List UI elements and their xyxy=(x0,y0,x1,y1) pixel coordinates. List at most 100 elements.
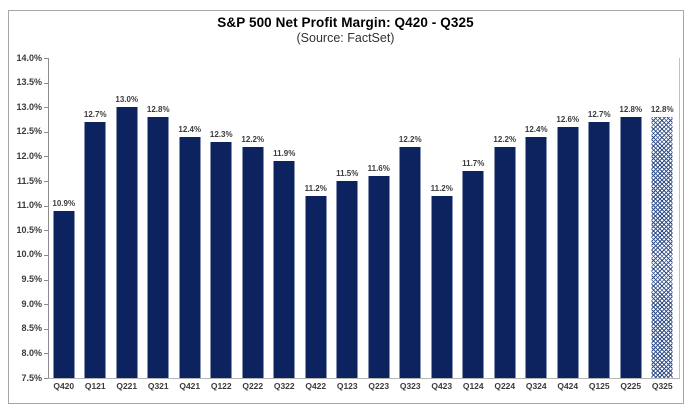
bar-q123 xyxy=(336,181,358,378)
bar-slot-q325: 12.8% xyxy=(647,58,679,378)
bar-q424 xyxy=(557,127,579,378)
x-tick-label-q123: Q123 xyxy=(336,381,358,391)
x-tick-label-q221: Q221 xyxy=(116,381,138,391)
bar-q420 xyxy=(53,211,75,378)
bar-value-label: 12.7% xyxy=(83,110,107,119)
y-tick-mark xyxy=(44,304,48,306)
y-tick-mark xyxy=(44,82,48,84)
y-tick-label: 14.0% xyxy=(16,52,42,63)
chart-title: S&P 500 Net Profit Margin: Q420 - Q325 xyxy=(217,15,474,30)
bar-slot-q323: 12.2% xyxy=(395,58,427,378)
bar-slot-q424: 12.6% xyxy=(552,58,584,378)
bar-value-label: 12.4% xyxy=(524,125,548,134)
bar-slot-q225: 12.8% xyxy=(615,58,647,378)
bar-q121 xyxy=(84,122,106,378)
bar-q322 xyxy=(273,161,295,378)
y-tick-mark xyxy=(44,156,48,158)
y-tick-label: 13.5% xyxy=(16,77,42,88)
bar-slot-q321: 12.8% xyxy=(143,58,175,378)
bar-value-label: 12.2% xyxy=(398,135,422,144)
bar-value-label: 12.2% xyxy=(241,135,265,144)
x-tick-label-q122: Q122 xyxy=(210,381,232,391)
bar-value-label: 12.8% xyxy=(146,105,170,114)
plot-area xyxy=(48,58,680,379)
y-tick-mark xyxy=(44,353,48,355)
bar-q124 xyxy=(462,171,484,378)
x-tick-label-q325: Q325 xyxy=(651,381,673,391)
bar-q422 xyxy=(305,196,327,378)
bar-value-label: 11.7% xyxy=(462,159,485,168)
bar-slot-q121: 12.7% xyxy=(80,58,112,378)
y-tick-label: 12.5% xyxy=(16,126,42,137)
bar-q421 xyxy=(179,137,201,378)
y-tick-label: 9.5% xyxy=(21,274,42,285)
y-tick-label: 11.0% xyxy=(16,200,42,211)
bar-value-label: 13.0% xyxy=(115,95,139,104)
y-tick-label: 9.0% xyxy=(21,298,42,309)
x-tick-label-q125: Q125 xyxy=(588,381,610,391)
bar-series: 10.9% 12.7% 13.0% 12.8% 12.4% 12.3% 12.2% 11.9%… xyxy=(48,58,678,378)
y-tick-mark xyxy=(44,254,48,256)
bar-slot-q124: 11.7% xyxy=(458,58,490,378)
x-tick-label-q222: Q222 xyxy=(242,381,264,391)
bar-q122 xyxy=(210,142,232,378)
y-tick-mark xyxy=(44,58,48,59)
bar-value-label: 12.3% xyxy=(209,130,233,139)
x-tick-label-q424: Q424 xyxy=(557,381,579,391)
bar-value-label: 12.8% xyxy=(619,105,643,114)
bar-value-label: 11.5% xyxy=(336,169,359,178)
bar-slot-q224: 12.2% xyxy=(489,58,521,378)
x-tick-label-q322: Q322 xyxy=(273,381,295,391)
y-tick-mark xyxy=(44,230,48,232)
bar-slot-q123: 11.5% xyxy=(332,58,364,378)
bar-estimate-q325 xyxy=(651,117,673,378)
y-tick-label: 11.5% xyxy=(16,175,42,186)
x-tick-label-q321: Q321 xyxy=(147,381,169,391)
bar-value-label: 12.7% xyxy=(587,110,611,119)
chart-subtitle: (Source: FactSet) xyxy=(296,31,395,45)
bar-value-label: 12.2% xyxy=(493,135,517,144)
y-tick-mark xyxy=(44,279,48,281)
y-tick-mark xyxy=(44,378,48,379)
bar-slot-q222: 12.2% xyxy=(237,58,269,378)
bar-q323 xyxy=(399,147,421,378)
y-tick-label: 8.5% xyxy=(21,323,42,334)
bar-q125 xyxy=(588,122,610,378)
bar-slot-q421: 12.4% xyxy=(174,58,206,378)
x-tick-label-q225: Q225 xyxy=(620,381,642,391)
bar-q224 xyxy=(494,147,516,378)
bar-slot-q420: 10.9% xyxy=(48,58,80,378)
y-tick-label: 12.0% xyxy=(16,150,42,161)
bar-slot-q322: 11.9% xyxy=(269,58,301,378)
x-tick-label-q420: Q420 xyxy=(53,381,75,391)
x-tick-label-q422: Q422 xyxy=(305,381,327,391)
y-tick-label: 8.0% xyxy=(21,347,42,358)
bar-slot-q324: 12.4% xyxy=(521,58,553,378)
bar-value-label: 12.6% xyxy=(556,115,580,124)
bar-value-label: 11.2% xyxy=(304,184,327,193)
x-tick-label-q121: Q121 xyxy=(84,381,106,391)
y-tick-label: 10.5% xyxy=(16,224,42,235)
y-tick-mark xyxy=(44,107,48,109)
bar-value-label: 11.9% xyxy=(273,149,296,158)
x-tick-label-q423: Q423 xyxy=(431,381,453,391)
bar-q423 xyxy=(431,196,453,378)
bar-slot-q125: 12.7% xyxy=(584,58,616,378)
bar-slot-q423: 11.2% xyxy=(426,58,458,378)
bar-slot-q122: 12.3% xyxy=(206,58,238,378)
y-tick-label: 10.0% xyxy=(16,249,42,260)
bar-q324 xyxy=(525,137,547,378)
bar-slot-q422: 11.2% xyxy=(300,58,332,378)
y-tick-label: 13.0% xyxy=(16,101,42,112)
x-tick-label-q223: Q223 xyxy=(368,381,390,391)
y-tick-label: 7.5% xyxy=(21,372,42,383)
bar-q321 xyxy=(147,117,169,378)
y-tick-mark xyxy=(44,181,48,183)
bar-value-label: 11.6% xyxy=(367,164,390,173)
bar-q225 xyxy=(620,117,642,378)
y-tick-mark xyxy=(44,328,48,330)
bar-value-label: 12.8% xyxy=(650,105,674,114)
bar-value-label: 12.4% xyxy=(178,125,202,134)
x-axis-labels: Q420 Q121 Q221 Q321 Q421 Q122 Q222 Q322 Q422 Q123… xyxy=(48,381,678,391)
